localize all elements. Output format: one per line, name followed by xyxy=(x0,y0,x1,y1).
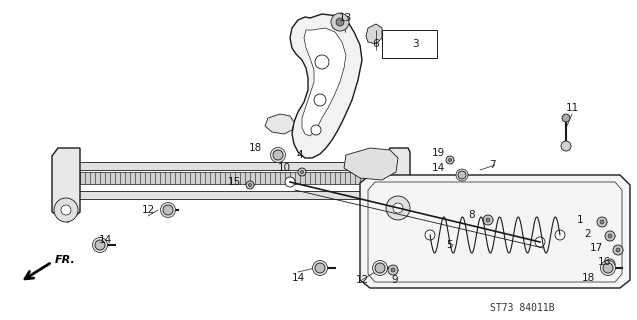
Circle shape xyxy=(161,203,176,218)
Text: 19: 19 xyxy=(431,148,445,158)
Circle shape xyxy=(375,263,385,273)
Text: 8: 8 xyxy=(469,210,475,220)
Text: 12: 12 xyxy=(141,205,155,215)
Circle shape xyxy=(561,141,571,151)
Circle shape xyxy=(608,262,612,266)
Circle shape xyxy=(92,237,108,252)
Circle shape xyxy=(246,181,254,189)
Circle shape xyxy=(458,171,466,179)
Circle shape xyxy=(273,150,283,160)
Bar xyxy=(382,30,437,58)
Circle shape xyxy=(446,156,454,164)
Text: 6: 6 xyxy=(373,39,379,49)
Circle shape xyxy=(613,245,623,255)
Circle shape xyxy=(597,217,607,227)
Polygon shape xyxy=(386,148,410,218)
Circle shape xyxy=(391,268,395,272)
Text: 17: 17 xyxy=(589,243,603,253)
Circle shape xyxy=(331,13,349,31)
Polygon shape xyxy=(265,114,294,134)
Circle shape xyxy=(95,240,105,250)
Polygon shape xyxy=(58,191,390,199)
Circle shape xyxy=(605,259,615,269)
Text: FR.: FR. xyxy=(55,255,76,265)
Circle shape xyxy=(616,248,620,252)
Text: ST73 84011B: ST73 84011B xyxy=(490,303,555,313)
Circle shape xyxy=(562,114,570,122)
Circle shape xyxy=(425,230,435,240)
Text: 3: 3 xyxy=(412,39,419,49)
Circle shape xyxy=(555,230,565,240)
Text: 10: 10 xyxy=(278,163,290,173)
Circle shape xyxy=(601,260,615,276)
Text: 13: 13 xyxy=(338,13,352,23)
Circle shape xyxy=(163,205,173,215)
Text: 2: 2 xyxy=(585,229,591,239)
Text: 18: 18 xyxy=(248,143,262,153)
Text: 14: 14 xyxy=(291,273,304,283)
Circle shape xyxy=(456,169,468,181)
Circle shape xyxy=(315,55,329,69)
Circle shape xyxy=(54,198,78,222)
Text: 12: 12 xyxy=(355,275,369,285)
Circle shape xyxy=(373,260,387,276)
Text: 11: 11 xyxy=(566,103,578,113)
Polygon shape xyxy=(302,28,346,136)
Circle shape xyxy=(285,177,295,187)
Circle shape xyxy=(483,215,493,225)
Text: 1: 1 xyxy=(576,215,583,225)
Text: 15: 15 xyxy=(227,177,241,187)
Circle shape xyxy=(314,94,326,106)
Circle shape xyxy=(393,203,403,213)
Circle shape xyxy=(386,196,410,220)
Circle shape xyxy=(336,18,344,26)
Circle shape xyxy=(448,158,452,162)
Text: 5: 5 xyxy=(447,240,454,250)
Polygon shape xyxy=(78,172,370,184)
Circle shape xyxy=(603,263,613,273)
Text: 7: 7 xyxy=(489,160,496,170)
Circle shape xyxy=(313,260,327,276)
Circle shape xyxy=(388,265,398,275)
Text: 16: 16 xyxy=(598,257,611,267)
Circle shape xyxy=(301,171,304,173)
Text: 14: 14 xyxy=(431,163,445,173)
Circle shape xyxy=(61,205,71,215)
Polygon shape xyxy=(290,14,362,158)
Polygon shape xyxy=(366,24,382,44)
Circle shape xyxy=(608,234,612,238)
Circle shape xyxy=(298,168,306,176)
Circle shape xyxy=(311,125,321,135)
Polygon shape xyxy=(344,148,398,180)
Polygon shape xyxy=(58,162,390,170)
Text: 18: 18 xyxy=(582,273,594,283)
Circle shape xyxy=(315,263,325,273)
Text: 4: 4 xyxy=(297,150,303,160)
Circle shape xyxy=(248,183,252,187)
Polygon shape xyxy=(52,148,80,222)
Text: 14: 14 xyxy=(98,235,111,245)
Circle shape xyxy=(535,237,545,247)
Text: 9: 9 xyxy=(392,275,398,285)
Circle shape xyxy=(600,220,604,224)
Circle shape xyxy=(486,218,490,222)
Polygon shape xyxy=(360,175,630,288)
Circle shape xyxy=(271,148,285,163)
Circle shape xyxy=(605,231,615,241)
